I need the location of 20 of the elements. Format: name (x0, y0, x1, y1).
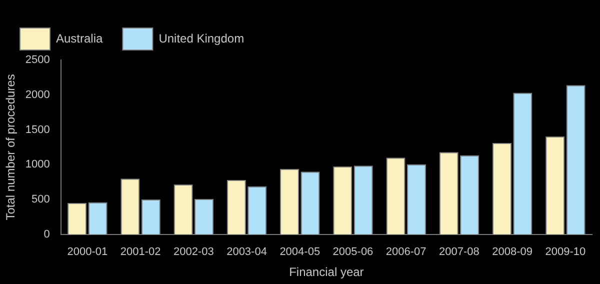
x-tick-label: 2006-07 (386, 246, 426, 258)
y-tick-label: 1500 (25, 124, 50, 136)
x-tick-label: 2009-10 (545, 246, 586, 258)
x-tick-label: 2004-05 (280, 246, 320, 258)
y-tick-label: 0 (44, 228, 50, 240)
y-tick-label: 2000 (25, 88, 50, 101)
y-tick-label: 2500 (25, 54, 50, 66)
x-tick-label: 2003-04 (226, 246, 267, 258)
x-tick-label: 2008-09 (492, 246, 533, 258)
y-tick-label: 1000 (25, 158, 50, 171)
x-axis-title: Financial year (289, 265, 364, 280)
x-tick-label: 2002-03 (173, 246, 214, 258)
x-tick-label: 2007-08 (439, 246, 480, 258)
legend-label: United Kingdom (158, 31, 244, 46)
x-tick-label: 2005-06 (332, 246, 374, 258)
x-tick-label: 2000-01 (67, 246, 108, 258)
legend-label: Australia (56, 31, 104, 46)
y-tick-label: 500 (32, 194, 50, 206)
y-axis-title: Total number of procedures (4, 74, 18, 220)
x-tick-label: 2001-02 (120, 246, 161, 258)
